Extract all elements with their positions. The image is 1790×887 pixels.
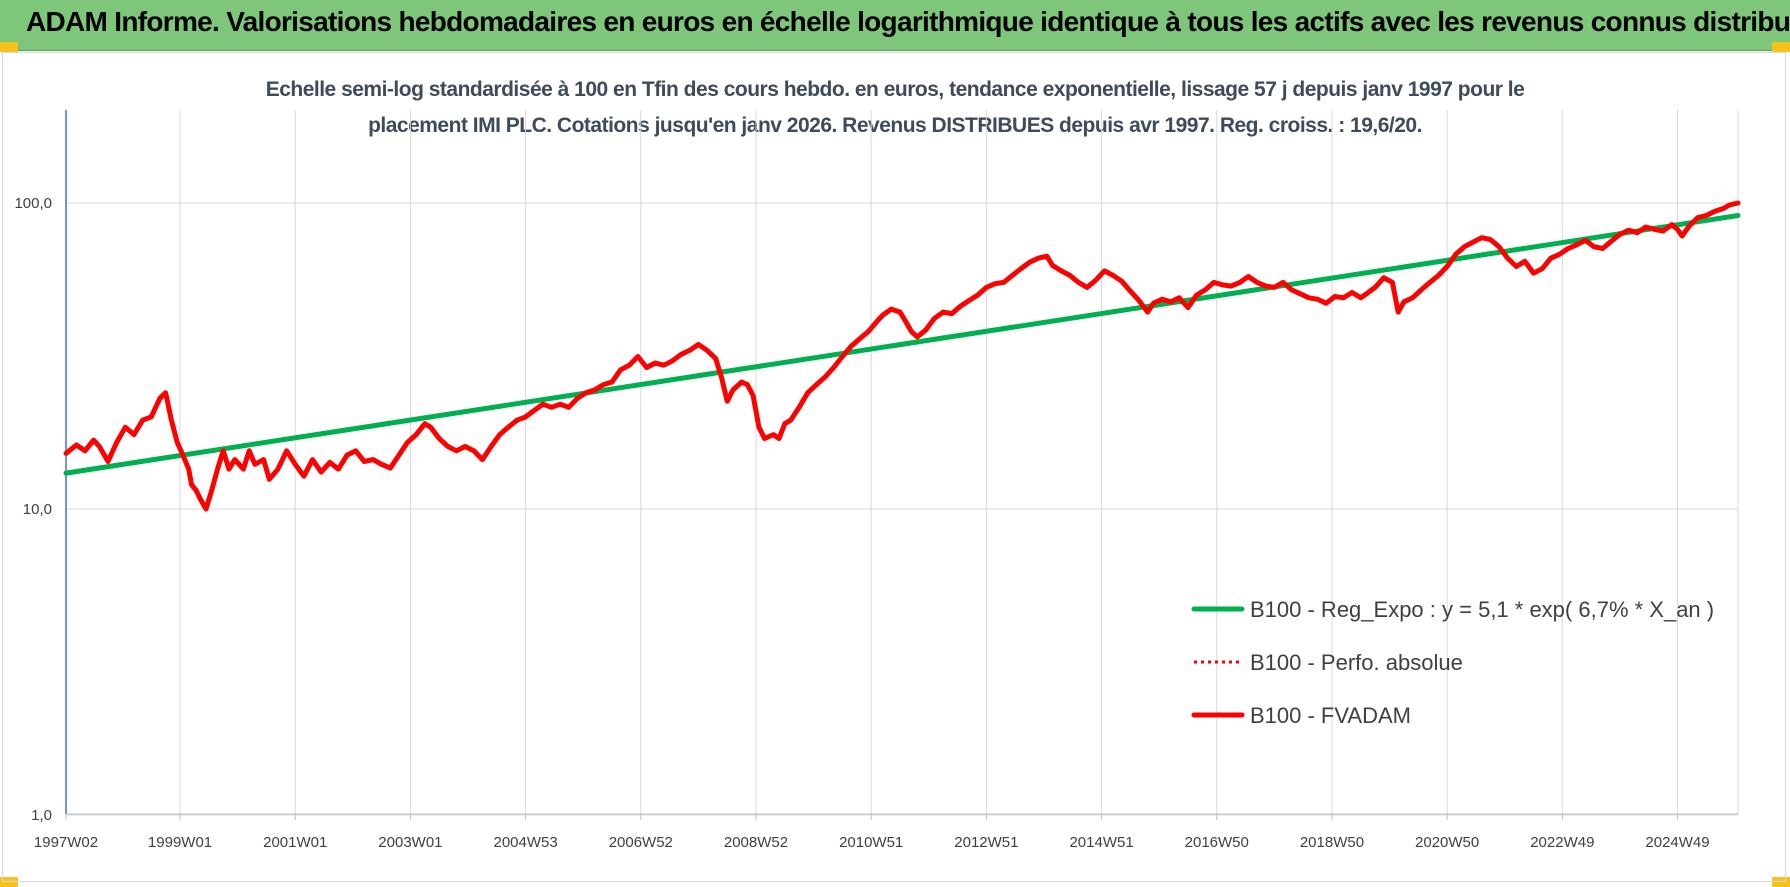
corner-accent-right <box>1772 42 1790 52</box>
series <box>63 200 1741 512</box>
x-tick-label: 2018W50 <box>1300 834 1364 851</box>
x-tick-label: 2014W51 <box>1069 834 1133 851</box>
corner-accent-bottom-left <box>0 877 18 887</box>
chart-title-line-1: Echelle semi-log standardisée à 100 en T… <box>265 78 1525 101</box>
x-tick-label: 2024W49 <box>1645 834 1709 851</box>
legend-label: B100 - FVADAM <box>1250 703 1411 728</box>
chart-frame <box>2 52 1786 882</box>
axes: 1997W02 1999W01 2001W01 2003W01 2004W53 2006W… <box>14 110 1738 851</box>
y-tick-label: 1,0 <box>31 807 52 824</box>
x-tick-label: 2004W53 <box>494 834 558 851</box>
corner-accent-left <box>0 42 18 52</box>
x-tick-label: 2022W49 <box>1530 834 1594 851</box>
legend: B100 - Reg_Expo : y = 5,1 * exp( 6,7% * … <box>1191 597 1714 728</box>
trend-line <box>63 213 1741 476</box>
x-tick-label: 2012W51 <box>954 834 1018 851</box>
x-tick-label: 2001W01 <box>263 834 327 851</box>
x-tick-label: 1997W02 <box>34 834 98 851</box>
corner-accent-bottom-right <box>1772 877 1790 887</box>
legend-label: B100 - Perfo. absolue <box>1250 650 1463 675</box>
x-tick-label: 2003W01 <box>378 834 442 851</box>
x-tick-label: 2020W50 <box>1415 834 1479 851</box>
legend-label: B100 - Reg_Expo : y = 5,1 * exp( 6,7% * … <box>1250 597 1714 622</box>
x-tick-label: 2016W50 <box>1185 834 1249 851</box>
banner: ADAM Informe. Valorisations hebdomadaire… <box>0 0 1790 51</box>
chart-title-line-2: placement IMI PLC. Cotations jusqu'en ja… <box>368 114 1422 137</box>
x-tick-label: 2010W51 <box>839 834 903 851</box>
y-tick-label: 100,0 <box>14 195 52 212</box>
x-tick-label: 2008W52 <box>724 834 788 851</box>
performance-line <box>63 200 1741 512</box>
x-tick-label: 2006W52 <box>609 834 673 851</box>
y-tick-label: 10,0 <box>23 501 52 518</box>
x-tick-label: 1999W01 <box>148 834 212 851</box>
page-title: ADAM Informe. Valorisations hebdomadaire… <box>26 6 1790 37</box>
